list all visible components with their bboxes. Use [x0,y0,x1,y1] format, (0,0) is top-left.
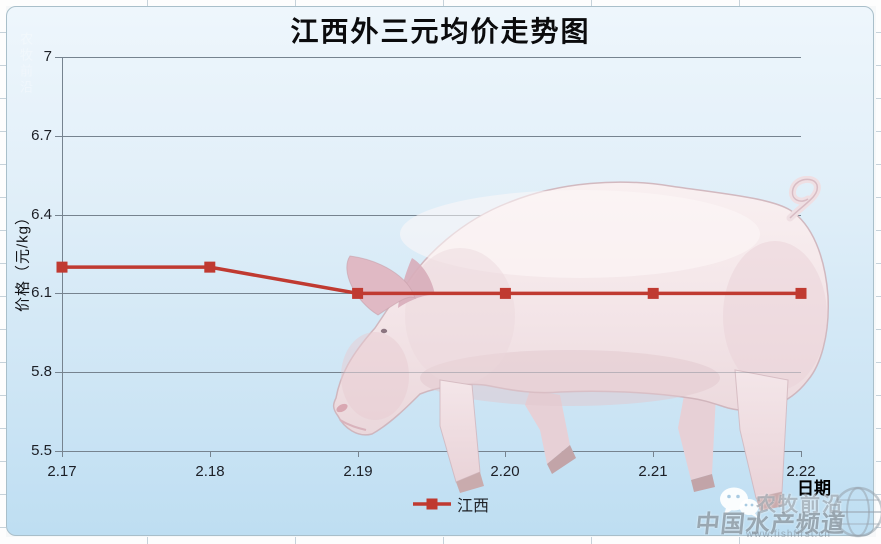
x-tick-mark [210,451,211,457]
gridline-over-photo [330,371,801,373]
chart-title: 江西外三元均价走势图 [290,17,591,48]
watermark-brand-text: 农牧前沿 [756,494,844,516]
x-axis-title: 日期 [797,479,831,498]
watermark-site-url: www.fishfirst.cn [746,529,831,540]
spreadsheet-edge-left [0,0,6,544]
gridline [55,135,801,137]
legend: 江西 [413,492,489,516]
pig-far-hind-leg [678,390,716,480]
spreadsheet-edge-bottom [0,537,881,544]
brand-watermark: 农牧前沿 中国水产频道 www.fishfirst.cn [690,484,881,544]
x-tick-mark [62,451,63,457]
x-tick-mark [505,451,506,457]
x-tick-mark [358,451,359,457]
legend-marker-icon [413,498,451,510]
pig-tail-outline [789,178,819,219]
spreadsheet-edge-right [876,0,881,544]
pig-back-highlight [400,190,760,278]
gridline [55,450,801,452]
faint-watermark-topleft: 农牧前沿 [18,32,33,96]
pig-belly-shadow [420,350,720,406]
y-tick-label: 6.7 [31,127,52,144]
y-axis-line [62,57,63,451]
pig-far-front-hoof [547,445,576,474]
y-tick-label: 6.4 [31,206,52,223]
pig-near-front-hoof [456,472,484,493]
y-axis-title: 价格（元/kg） [14,209,32,313]
pig-far-hind-hoof [691,474,715,492]
pig-near-hind-hoof [756,492,784,511]
y-tick-label: 5.5 [31,442,52,459]
globe-icon [832,486,881,538]
x-tick-mark [653,451,654,457]
pig-eye [380,328,388,334]
y-tick-label: 5.8 [31,363,52,380]
y-tick-label: 7 [43,48,52,65]
x-tick-mark [801,451,802,457]
y-tick-label: 6.1 [31,284,52,301]
pig-mouth-line [339,419,367,431]
pig-far-front-leg [525,390,570,464]
legend-label: 江西 [457,498,490,515]
spreadsheet-edge-top [0,0,881,6]
gridline [55,56,801,58]
wechat-icon [720,487,759,518]
pig-head-shade [341,332,409,420]
pig-nostril [336,403,348,413]
